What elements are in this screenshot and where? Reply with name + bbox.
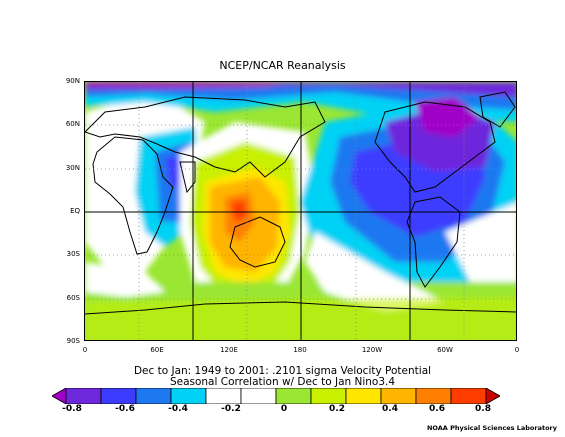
lat-label-90s: 90S bbox=[66, 337, 80, 345]
correlation-map bbox=[84, 81, 517, 341]
colorbar-cell bbox=[240, 388, 277, 404]
greenland-outline bbox=[479, 91, 516, 128]
colorbar-label-neg08: -0.8 bbox=[62, 404, 82, 414]
north-america-outline bbox=[374, 101, 496, 193]
lat-label-60s: 60S bbox=[66, 294, 80, 302]
colorbar-cell bbox=[205, 388, 242, 404]
colorbar-label-0: 0 bbox=[280, 404, 288, 414]
colorbar-arrow-right bbox=[485, 388, 500, 404]
caption-line-1: Dec to Jan: 1949 to 2001: .2101 sigma Ve… bbox=[133, 365, 432, 377]
colorbar-cell bbox=[100, 388, 137, 404]
colorbar-cell bbox=[345, 388, 382, 404]
antarctica-outline bbox=[85, 301, 516, 315]
lat-label-60n: 60N bbox=[65, 120, 80, 128]
colorbar-label-neg02: -0.2 bbox=[221, 404, 241, 414]
colorbar-cell bbox=[65, 388, 102, 404]
lat-label-30n: 30N bbox=[65, 164, 80, 172]
south-america-outline bbox=[406, 196, 461, 288]
colorbar-label-04: 0.4 bbox=[382, 404, 398, 414]
map-field-svg bbox=[85, 82, 516, 340]
africa-outline bbox=[92, 136, 174, 255]
colorbar-cell bbox=[450, 388, 487, 404]
colorbar bbox=[52, 388, 500, 404]
colorbar-label-neg04: -0.4 bbox=[168, 404, 188, 414]
australia-outline bbox=[229, 216, 286, 268]
eurasia-outline bbox=[85, 96, 326, 178]
colorbar-cell bbox=[170, 388, 207, 404]
colorbar-cell bbox=[275, 388, 312, 404]
colorbar-arrow-left bbox=[52, 388, 67, 404]
lon-label-0: 0 bbox=[82, 346, 88, 354]
colorbar-label-neg06: -0.6 bbox=[115, 404, 135, 414]
map-title: NCEP/NCAR Reanalysis bbox=[219, 59, 346, 72]
coastlines bbox=[85, 91, 516, 315]
lon-label-180: 180 bbox=[293, 346, 307, 354]
colorbar-label-06: 0.6 bbox=[429, 404, 445, 414]
lon-label-60e: 60E bbox=[150, 346, 164, 354]
colorbar-cell bbox=[310, 388, 347, 404]
lat-label-90n: 90N bbox=[65, 77, 80, 85]
lon-label-60w: 60W bbox=[437, 346, 453, 354]
colorbar-label-02: 0.2 bbox=[329, 404, 345, 414]
lat-label-eq: EQ bbox=[70, 207, 80, 215]
lat-label-30s: 30S bbox=[66, 250, 80, 258]
lon-label-0-right: 0 bbox=[514, 346, 520, 354]
colorbar-cell bbox=[415, 388, 452, 404]
caption-line-2: Seasonal Correlation w/ Dec to Jan Nino3… bbox=[169, 376, 396, 388]
lon-label-120w: 120W bbox=[361, 346, 383, 354]
colorbar-cell bbox=[135, 388, 172, 404]
credit-text: NOAA Physical Sciences Laboratory bbox=[426, 424, 557, 432]
minor-gridlines bbox=[85, 82, 516, 340]
colorbar-cell bbox=[380, 388, 417, 404]
india-outline bbox=[179, 161, 196, 194]
lon-label-120e: 120E bbox=[220, 346, 238, 354]
colorbar-label-08: 0.8 bbox=[475, 404, 491, 414]
